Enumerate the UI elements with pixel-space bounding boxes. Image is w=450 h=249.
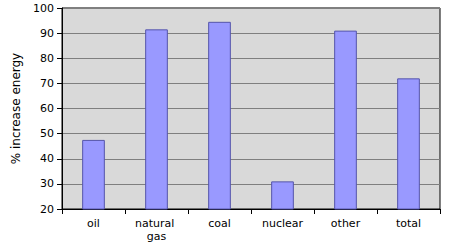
svg-text:80: 80: [40, 52, 54, 65]
svg-text:90: 90: [40, 27, 54, 40]
svg-text:70: 70: [40, 77, 54, 90]
svg-text:oil: oil: [87, 217, 100, 230]
svg-text:20: 20: [40, 203, 54, 216]
svg-text:gas: gas: [147, 230, 167, 243]
svg-text:nuclear: nuclear: [262, 217, 304, 230]
svg-text:total: total: [396, 217, 421, 230]
svg-text:40: 40: [40, 152, 54, 165]
svg-text:% increase energy: % increase energy: [9, 53, 23, 164]
svg-text:coal: coal: [208, 217, 231, 230]
svg-text:100: 100: [33, 2, 54, 15]
svg-text:30: 30: [40, 177, 54, 190]
svg-text:natural: natural: [135, 217, 178, 230]
svg-text:60: 60: [40, 102, 54, 115]
svg-text:other: other: [331, 217, 361, 230]
svg-text:50: 50: [40, 127, 54, 140]
